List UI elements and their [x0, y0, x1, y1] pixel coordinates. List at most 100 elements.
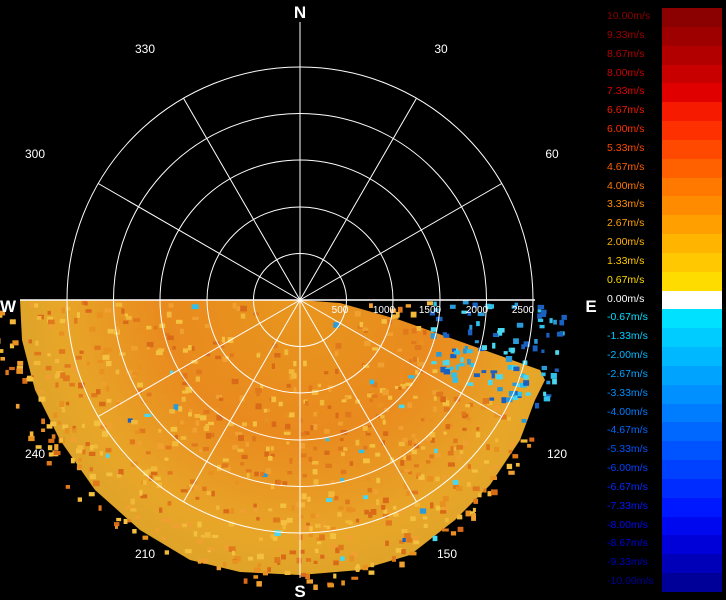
- echo-pixel: [326, 498, 333, 502]
- echo-pixel: [180, 420, 184, 425]
- echo-pixel: [281, 520, 287, 526]
- echo-pixel: [64, 364, 71, 368]
- echo-pixel: [240, 305, 247, 312]
- echo-pixel: [330, 543, 336, 549]
- echo-pixel: [114, 522, 120, 527]
- echo-pixel: [416, 326, 422, 331]
- echo-pixel: [403, 328, 409, 335]
- azimuth-label-300: 300: [25, 147, 45, 161]
- echo-pixel: [278, 530, 284, 534]
- colorbar-label: -8.67m/s: [607, 537, 648, 550]
- echo-pixel: [319, 399, 325, 406]
- echo-pixel: [270, 453, 275, 457]
- echo-pixel: [59, 437, 64, 442]
- echo-pixel: [308, 531, 313, 538]
- echo-pixel: [65, 321, 70, 327]
- echo-pixel: [76, 448, 83, 454]
- echo-pixel: [231, 550, 236, 556]
- azimuth-spoke: [299, 183, 503, 301]
- echo-pixel: [300, 515, 304, 519]
- echo-pixel: [241, 454, 248, 459]
- echo-pixel: [184, 549, 192, 554]
- echo-pixel: [334, 351, 339, 357]
- echo-pixel: [116, 474, 122, 478]
- echo-pixel: [523, 341, 531, 347]
- echo-pixel: [464, 345, 468, 350]
- echo-pixel: [481, 345, 487, 350]
- echo-pixel: [537, 304, 545, 310]
- echo-pixel: [411, 328, 417, 334]
- echo-pixel: [405, 382, 413, 386]
- echo-pixel: [146, 325, 152, 330]
- radar-ppi-display[interactable]: N S W E 330 30 300 60 240 120 210 150 50…: [0, 0, 600, 600]
- echo-pixel: [183, 367, 188, 372]
- echo-pixel: [423, 523, 428, 528]
- colorbar-label: 2.67m/s: [607, 217, 645, 230]
- echo-pixel: [55, 382, 59, 388]
- echo-pixel: [138, 441, 142, 446]
- azimuth-spoke: [97, 183, 301, 301]
- echo-pixel: [260, 385, 264, 389]
- echo-pixel: [239, 395, 245, 402]
- colorbar-swatch: [662, 64, 722, 84]
- echo-pixel: [76, 312, 80, 318]
- echo-pixel: [61, 307, 66, 314]
- echo-pixel: [153, 325, 158, 330]
- echo-pixel: [140, 494, 148, 499]
- echo-pixel: [274, 530, 281, 536]
- echo-pixel: [47, 353, 51, 357]
- echo-pixel: [429, 418, 434, 423]
- echo-pixel: [197, 558, 202, 564]
- echo-pixel: [146, 342, 154, 348]
- echo-pixel: [476, 321, 480, 327]
- colorbar-entry: -9.33m/s: [606, 554, 722, 574]
- echo-pixel: [41, 418, 45, 425]
- echo-pixel: [481, 406, 486, 410]
- echo-pixel: [50, 421, 57, 426]
- echo-pixel: [487, 491, 492, 497]
- echo-pixel: [408, 375, 415, 379]
- echo-pixel: [325, 377, 332, 381]
- echo-pixel: [481, 370, 487, 374]
- echo-pixel: [33, 303, 39, 308]
- echo-pixel: [381, 319, 387, 324]
- echo-pixel: [364, 340, 371, 347]
- echo-pixel: [329, 527, 336, 531]
- echo-pixel: [490, 476, 497, 480]
- echo-pixel: [539, 324, 545, 329]
- echo-pixel: [365, 430, 371, 436]
- echo-pixel: [317, 541, 322, 545]
- echo-pixel: [230, 508, 235, 514]
- echo-pixel: [433, 396, 437, 401]
- echo-pixel: [190, 479, 197, 484]
- echo-pixel: [369, 379, 375, 385]
- echo-pixel: [167, 501, 172, 506]
- echo-pixel: [513, 366, 520, 372]
- echo-pixel: [47, 445, 53, 451]
- echo-pixel: [116, 517, 122, 522]
- echo-pixel: [60, 372, 66, 379]
- echo-pixel: [59, 319, 66, 324]
- colorbar-swatch: [662, 290, 722, 310]
- echo-pixel: [146, 392, 152, 397]
- echo-pixel: [146, 346, 150, 350]
- echo-pixel: [362, 326, 369, 332]
- radar-plot: N S W E 330 30 300 60 240 120 210 150 50…: [0, 3, 597, 600]
- echo-pixel: [106, 360, 112, 367]
- echo-pixel: [398, 404, 405, 409]
- echo-pixel: [165, 445, 172, 450]
- echo-pixel: [325, 463, 332, 468]
- echo-pixel: [556, 331, 564, 337]
- echo-pixel: [161, 536, 165, 541]
- echo-pixel: [495, 438, 499, 443]
- echo-pixel: [137, 382, 143, 388]
- echo-pixel: [335, 368, 339, 374]
- echo-pixel: [392, 505, 397, 510]
- echo-pixel: [274, 353, 281, 358]
- echo-pixel: [96, 389, 101, 395]
- colorbar-entry: 0.00m/s: [606, 290, 722, 310]
- colorbar-label: 8.67m/s: [607, 47, 645, 60]
- echo-pixel: [146, 468, 153, 474]
- colorbar-swatch: [662, 8, 722, 27]
- echo-pixel: [443, 368, 451, 375]
